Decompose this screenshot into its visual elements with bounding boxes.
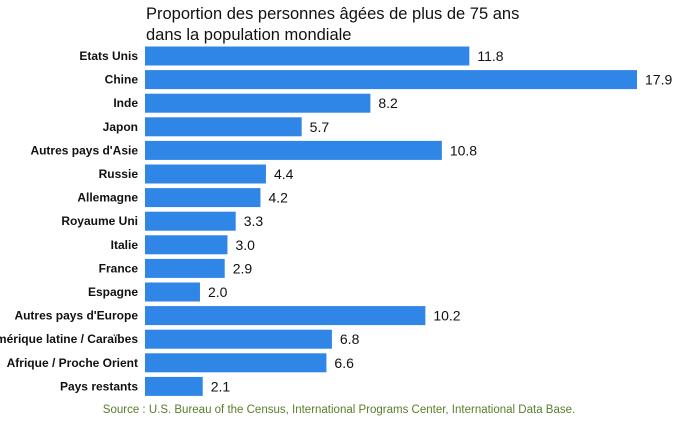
value-label: 5.7 [310, 119, 330, 135]
value-label: 3.0 [235, 237, 255, 253]
value-label: 6.8 [340, 331, 360, 347]
category-label: Allemagne [77, 191, 138, 205]
category-label: Autres pays d'Asie [30, 143, 138, 157]
bar [145, 93, 371, 113]
value-label: 2.0 [208, 284, 228, 300]
category-label: Etats Unis [79, 49, 138, 63]
category-label: Italie [111, 238, 139, 252]
value-label: 2.1 [211, 378, 231, 394]
bar [145, 164, 266, 184]
value-label: 11.8 [477, 48, 503, 64]
bar [145, 46, 470, 66]
value-label: 4.2 [268, 190, 288, 206]
value-label: 17.9 [645, 72, 672, 88]
bar [145, 306, 426, 326]
category-label: Amérique latine / Caraïbes [0, 332, 138, 346]
bar [145, 70, 637, 90]
chart-title-line-1: Proportion des personnes âgées de plus d… [146, 5, 520, 23]
value-label: 3.3 [244, 213, 264, 229]
chart-title: Proportion des personnes âgées de plus d… [146, 4, 519, 46]
bar [145, 188, 261, 208]
bar [145, 258, 225, 278]
bar [145, 211, 236, 231]
value-label: 6.6 [334, 355, 354, 371]
bar [145, 282, 200, 302]
category-label: Japon [103, 120, 138, 134]
value-label: 10.2 [433, 308, 460, 324]
category-label: France [99, 261, 139, 275]
bar [145, 235, 228, 255]
value-label: 8.2 [378, 95, 398, 111]
source-note: Source : U.S. Bureau of the Census, Inte… [102, 404, 576, 416]
chart-title-line-2: dans la population mondiale [146, 26, 352, 44]
category-label: Inde [113, 96, 138, 110]
value-label: 4.4 [274, 166, 294, 182]
bar [145, 353, 327, 373]
category-label: Afrique / Proche Orient [7, 356, 138, 370]
category-label: Royaume Uni [61, 214, 138, 228]
category-label: Pays restants [60, 379, 138, 393]
category-label: Russie [99, 167, 139, 181]
category-label: Espagne [88, 285, 138, 299]
value-label: 2.9 [233, 260, 253, 276]
bar [145, 117, 302, 137]
category-label: Chine [105, 73, 139, 87]
value-label: 10.8 [450, 142, 477, 158]
category-label: Autres pays d'Europe [14, 309, 138, 323]
bar [145, 329, 332, 349]
bar [145, 376, 203, 396]
bar [145, 140, 442, 160]
